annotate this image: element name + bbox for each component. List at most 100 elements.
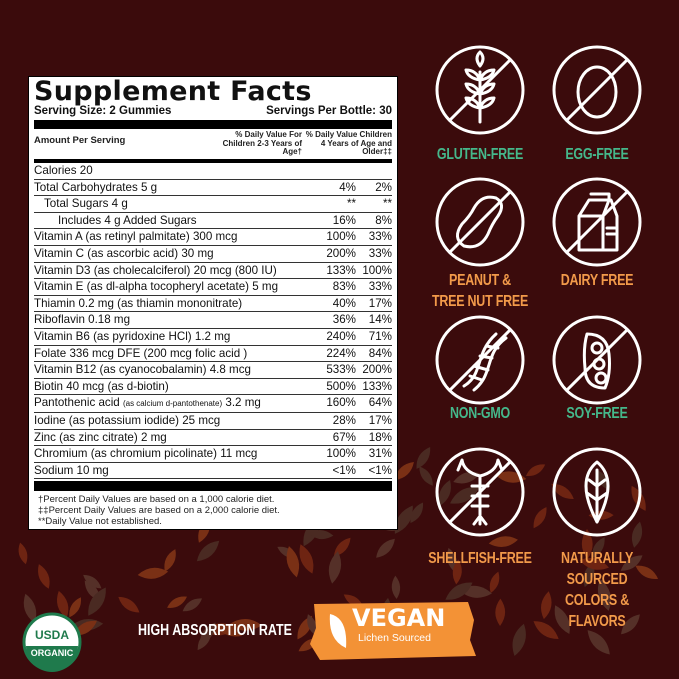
- leaf-shape: [541, 591, 552, 620]
- supplement-facts-panel: Supplement Facts Serving Size: 2 Gummies…: [28, 76, 398, 530]
- soybean-icon: [552, 315, 642, 405]
- leaf-shape: [554, 605, 570, 634]
- leaf-shape: [215, 623, 242, 637]
- dv-children-2-3: 83%: [332, 280, 356, 294]
- leaf-shape: [533, 507, 547, 529]
- leaf-shape: [579, 558, 609, 570]
- vegan-sub-label: Lichen Sourced: [358, 632, 431, 644]
- dv-children-4-plus: 133%: [362, 379, 392, 393]
- leaf-shape: [88, 587, 106, 616]
- leaf-icon: [329, 614, 347, 648]
- leaf-shape: [495, 598, 506, 627]
- nutrient-name: Calories 20: [34, 164, 93, 178]
- nutrient-row: Zinc (as zinc citrate) 2 mg 67% 18%: [34, 430, 392, 447]
- amount-header: Amount Per Serving: [34, 135, 126, 146]
- dv-children-4-plus: 200%: [362, 363, 392, 377]
- high-absorption-rate: HIGH ABSORPTION RATE: [138, 622, 292, 639]
- leaf-shape: [533, 621, 559, 640]
- dv-children-2-3: 500%: [326, 379, 356, 393]
- svg-text:USDA: USDA: [35, 628, 69, 642]
- nutrient-row: Thiamin 0.2 mg (as thiamin mononitrate) 4…: [34, 296, 392, 313]
- dv-children-4-plus: 33%: [368, 247, 392, 261]
- dv-children-4-plus-header: % Daily Value Children 4 Years of Age an…: [305, 130, 392, 157]
- vegan-label: VEGAN: [352, 604, 446, 632]
- nutrient-list: Calories 20 Total Carbohydrates 5 g 4% 2% To…: [34, 163, 392, 480]
- leaf-shape: [438, 480, 451, 506]
- leaf-shape: [196, 540, 220, 562]
- badge-label: GLUTEN-FREE: [436, 146, 524, 163]
- nutrient-name: Vitamin D3 (as cholecalciferol) 20 mcg (…: [34, 263, 277, 277]
- nutrient-row: Sodium 10 mg <1% <1%: [34, 463, 392, 480]
- badge-label: SOY-FREE: [566, 405, 628, 422]
- nutrient-name: Zinc (as zinc citrate) 2 mg: [34, 430, 167, 444]
- leaf-shape: [167, 596, 187, 608]
- nutrient-name: Thiamin 0.2 mg (as thiamin mononitrate): [34, 296, 243, 310]
- leaf-shape: [410, 502, 424, 524]
- dv-children-2-3: 16%: [332, 213, 356, 227]
- leaf-shape: [394, 505, 413, 534]
- svg-text:ORGANIC: ORGANIC: [31, 648, 74, 658]
- leaf-shape: [391, 575, 401, 599]
- dv-children-2-3: 240%: [326, 330, 356, 344]
- nutrient-name: Vitamin B12 (as cyanocobalamin) 4.8 mcg: [34, 363, 251, 377]
- nutrient-row: Includes 4 g Added Sugars 16% 8%: [34, 213, 392, 230]
- leaf-icon: [552, 447, 642, 537]
- nutrient-name: Vitamin E (as dl-alpha tocopheryl acetat…: [34, 280, 279, 294]
- leaf-shape: [512, 623, 526, 656]
- dv-children-2-3: 67%: [332, 430, 356, 444]
- leaf-shape: [57, 590, 69, 619]
- dv-children-4-plus: 8%: [375, 213, 392, 227]
- leaf-shape: [38, 564, 50, 589]
- servings-per-bottle: Servings Per Bottle: 30: [266, 105, 392, 117]
- dv-children-4-plus: 33%: [368, 230, 392, 244]
- leaf-shape: [525, 464, 546, 477]
- leaf-shape: [137, 567, 169, 579]
- nutrient-row: Iodine (as potassium iodide) 25 mcg 28% 17…: [34, 413, 392, 430]
- egg-icon: [552, 45, 642, 135]
- leaf-shape: [182, 598, 203, 612]
- dv-children-2-3: 4%: [339, 180, 356, 194]
- dv-children-2-3: 160%: [326, 396, 356, 410]
- milk-carton-icon: [552, 177, 642, 267]
- dv-children-2-3: 28%: [332, 414, 356, 428]
- dv-children-4-plus: 17%: [368, 414, 392, 428]
- dv-children-4-plus: <1%: [368, 463, 392, 477]
- divider: [34, 481, 392, 492]
- leaf-shape: [23, 593, 37, 623]
- dv-children-2-3: 224%: [326, 346, 356, 360]
- nutrient-name: Pantothenic acid (as calcium d-pantothen…: [34, 396, 261, 410]
- badge-label: DAIRY FREE: [560, 272, 634, 289]
- leaf-shape: [445, 582, 473, 600]
- dv-children-4-plus: 64%: [368, 396, 392, 410]
- dv-children-4-plus: 18%: [368, 430, 392, 444]
- dv-children-4-plus: 100%: [362, 263, 392, 277]
- leaf-shape: [631, 521, 643, 548]
- leaf-shape: [18, 542, 28, 565]
- leaf-shape: [328, 551, 342, 584]
- leaf-shape: [489, 571, 500, 594]
- leaf-shape: [416, 446, 431, 469]
- vegan-badge: [310, 602, 476, 660]
- nutrient-name: Vitamin A (as retinyl palmitate) 300 mcg: [34, 230, 238, 244]
- nutrient-row: Riboflavin 0.18 mg 36% 14%: [34, 312, 392, 330]
- dv-children-2-3: **: [346, 197, 356, 211]
- dv-children-2-3: [308, 163, 356, 179]
- badge-label: NATURALLY SOURCED COLORS & FLAVORS: [560, 550, 634, 630]
- nutrient-row: Chromium (as chromium picolinate) 11 mcg…: [34, 446, 392, 463]
- dv-children-4-plus: 17%: [368, 296, 392, 310]
- dv-children-4-plus: **: [382, 197, 392, 211]
- leaf-shape: [488, 536, 518, 547]
- dv-children-2-3-header: % Daily Value For Children 2-3 Years of …: [222, 130, 302, 157]
- leaf-shape: [587, 630, 610, 655]
- serving-size: Serving Size: 2 Gummies: [34, 105, 172, 117]
- badge-label: PEANUT & TREE NUT FREE: [431, 272, 529, 310]
- leaf-shape: [164, 549, 176, 572]
- footnote: ‡‡Percent Daily Values are based on a 2,…: [38, 505, 280, 517]
- nutrient-name: Includes 4 g Added Sugars: [58, 213, 197, 227]
- wheat-icon: [435, 45, 525, 135]
- dv-children-4-plus: 71%: [368, 330, 392, 344]
- leaf-shape: [118, 596, 140, 613]
- nutrient-name: Vitamin B6 (as pyridoxine HCl) 1.2 mg: [34, 330, 231, 344]
- nutrient-row: Calories 20: [34, 163, 392, 180]
- leaf-shape: [592, 537, 605, 558]
